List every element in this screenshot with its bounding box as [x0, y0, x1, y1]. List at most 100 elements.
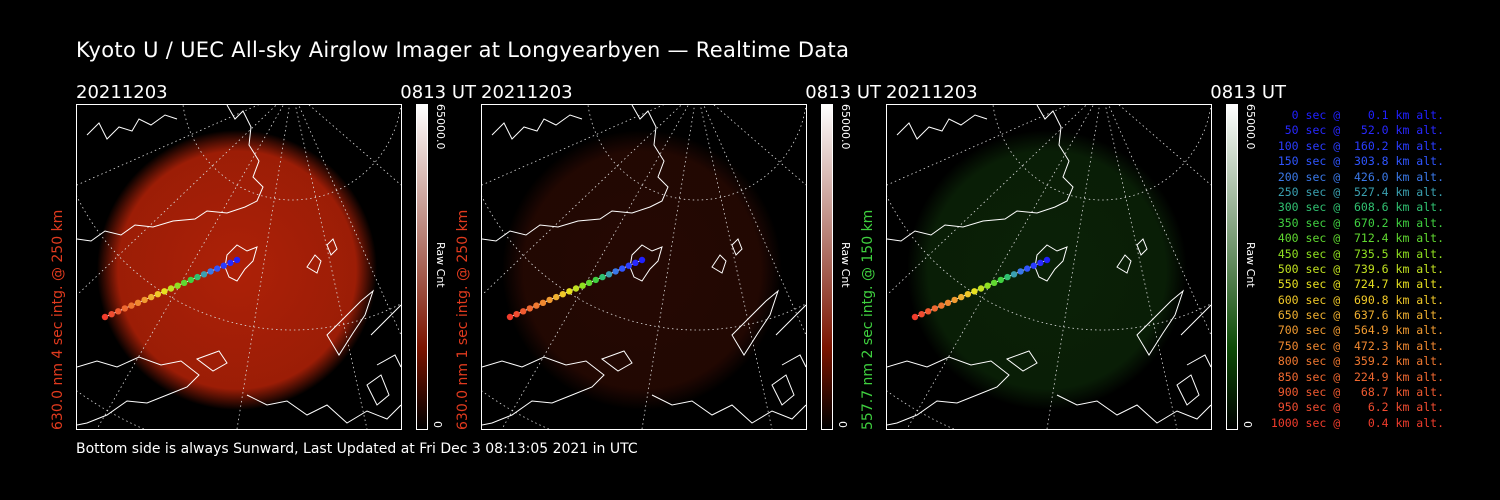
trajectory-point — [938, 302, 945, 309]
trajectory-point — [526, 305, 533, 312]
trajectory-point — [533, 302, 540, 309]
coastlines — [887, 105, 1211, 426]
trajectory-legend: 0 sec @ 0.1 km alt. 50 sec @ 52.0 km alt… — [1268, 108, 1444, 431]
panel-date: 20211203 — [76, 82, 168, 103]
legend-entry: 550 sec @ 724.7 km alt. — [1270, 277, 1444, 292]
trajectory-point — [141, 296, 148, 304]
legend-entry: 950 sec @ 6.2 km alt. — [1270, 400, 1444, 415]
trajectory-point — [964, 291, 971, 298]
trajectory-point — [911, 313, 919, 321]
trajectory-point — [115, 308, 122, 315]
allsky-panel-557nm-2s: 557.7 nm 2 sec intg. @ 150 km 20211203 0… — [860, 82, 1286, 432]
allsky-image — [76, 104, 402, 430]
trajectory-point — [1024, 265, 1031, 272]
trajectory-point — [612, 268, 619, 275]
trajectory-point — [991, 279, 998, 286]
allsky-panel-630nm-4s: 630.0 nm 4 sec intg. @ 250 km 20211203 0… — [50, 82, 476, 432]
legend-entry: 250 sec @ 527.4 km alt. — [1270, 184, 1444, 199]
panel-side-label: 557.7 nm 2 sec intg. @ 150 km — [854, 104, 884, 430]
coastlines — [77, 105, 401, 426]
trajectory-point — [220, 262, 227, 269]
colorbar-max: 65000.0 — [1244, 104, 1257, 150]
allsky-image — [886, 104, 1212, 430]
trajectory-point — [154, 291, 161, 298]
trajectory-point — [506, 313, 514, 321]
trajectory-point — [931, 305, 938, 312]
trajectory-point — [148, 293, 155, 301]
trajectory-point — [128, 302, 135, 309]
trajectory-point — [553, 293, 560, 301]
trajectory-point — [233, 256, 241, 264]
graticule — [887, 105, 1211, 429]
graticule — [482, 105, 806, 429]
trajectory-point — [134, 299, 142, 306]
trajectory-point — [214, 265, 221, 272]
wavelength-label: 557.7 nm 2 sec intg. @ 150 km — [860, 209, 876, 430]
colorbar-min: 0 — [1241, 421, 1254, 428]
trajectory-point — [200, 271, 208, 278]
colorbar — [821, 104, 833, 430]
legend-entry: 300 sec @ 608.6 km alt. — [1270, 200, 1444, 215]
coastlines — [482, 105, 806, 426]
trajectory-point — [520, 308, 527, 315]
trajectory-point — [586, 279, 593, 286]
legend-entry: 400 sec @ 712.4 km alt. — [1270, 231, 1444, 246]
trajectory-point — [619, 265, 626, 272]
page-title: Kyoto U / UEC All-sky Airglow Imager at … — [76, 38, 850, 62]
legend-entry: 100 sec @ 160.2 km alt. — [1270, 138, 1444, 153]
colorbar-min: 0 — [836, 421, 849, 428]
trajectory-point — [187, 276, 194, 284]
legend-entry: 900 sec @ 68.7 km alt. — [1270, 385, 1444, 400]
sky-glow — [97, 130, 377, 410]
trajectory-point — [579, 282, 586, 289]
wavelength-label: 630.0 nm 4 sec intg. @ 250 km — [50, 209, 66, 430]
trajectory-point — [944, 299, 952, 306]
panel-date: 20211203 — [886, 82, 978, 103]
trajectory-point — [572, 285, 580, 292]
trajectory-point — [546, 296, 553, 304]
legend-entry: 800 sec @ 359.2 km alt. — [1270, 354, 1444, 369]
legend-entry: 750 sec @ 472.3 km alt. — [1270, 338, 1444, 353]
legend-entry: 350 sec @ 670.2 km alt. — [1270, 215, 1444, 230]
allsky-panel-630nm-1s: 630.0 nm 1 sec intg. @ 250 km 20211203 0… — [455, 82, 881, 432]
trajectory-point — [599, 273, 606, 281]
colorbar-max: 65000.0 — [839, 104, 852, 150]
footer-note: Bottom side is always Sunward, Last Upda… — [76, 441, 638, 457]
legend-entry: 1000 sec @ 0.4 km alt. — [1270, 415, 1444, 430]
trajectory-point — [227, 259, 234, 266]
allsky-image — [481, 104, 807, 430]
trajectory-point — [925, 308, 932, 315]
sky-glow — [907, 130, 1187, 410]
trajectory-point — [632, 259, 639, 266]
satellite-trajectory — [101, 256, 241, 321]
trajectory-point — [101, 313, 109, 321]
legend-entry: 200 sec @ 426.0 km alt. — [1270, 169, 1444, 184]
panel-side-label: 630.0 nm 1 sec intg. @ 250 km — [449, 104, 479, 430]
trajectory-point — [951, 296, 958, 304]
trajectory-point — [1030, 262, 1037, 269]
colorbar-unit: Raw Cnt — [1244, 242, 1257, 288]
trajectory-point — [638, 256, 646, 264]
panel-time: 0813 UT — [400, 82, 476, 103]
allsky-map — [887, 105, 1211, 429]
trajectory-point — [108, 311, 115, 318]
wavelength-label: 630.0 nm 1 sec intg. @ 250 km — [455, 209, 471, 430]
trajectory-point — [625, 262, 632, 269]
satellite-trajectory — [911, 256, 1051, 321]
colorbar — [1226, 104, 1238, 430]
legend-entry: 0 sec @ 0.1 km alt. — [1270, 108, 1444, 122]
trajectory-point — [1043, 256, 1051, 264]
legend-entry: 600 sec @ 690.8 km alt. — [1270, 292, 1444, 307]
legend-entry: 50 sec @ 52.0 km alt. — [1270, 123, 1444, 138]
legend-entry: 650 sec @ 637.6 km alt. — [1270, 308, 1444, 323]
trajectory-point — [566, 288, 573, 295]
colorbar-unit: Raw Cnt — [434, 242, 447, 288]
allsky-map — [482, 105, 806, 429]
trajectory-point — [181, 279, 188, 286]
allsky-map — [77, 105, 401, 429]
trajectory-point — [592, 276, 599, 284]
trajectory-point — [605, 271, 613, 278]
trajectory-point — [121, 305, 128, 312]
panel-time: 0813 UT — [1210, 82, 1286, 103]
trajectory-point — [918, 311, 925, 318]
